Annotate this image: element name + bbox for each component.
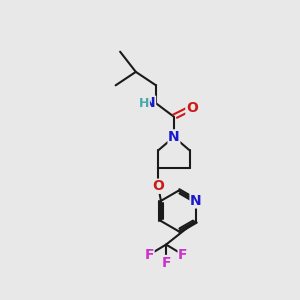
Text: F: F xyxy=(178,248,188,262)
Text: N: N xyxy=(168,130,180,144)
Text: F: F xyxy=(161,256,171,269)
Text: N: N xyxy=(144,96,155,110)
Text: F: F xyxy=(145,248,154,262)
Text: O: O xyxy=(152,179,164,193)
Text: O: O xyxy=(186,101,198,115)
Text: H: H xyxy=(139,97,149,110)
Text: N: N xyxy=(190,194,202,208)
